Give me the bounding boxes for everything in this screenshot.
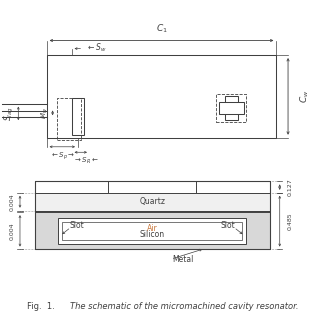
- Bar: [35, 181, 270, 249]
- Bar: [72, 98, 84, 135]
- Text: $C_1$: $C_1$: [156, 22, 167, 35]
- Bar: [57, 98, 81, 140]
- Text: Quartz: Quartz: [139, 197, 166, 206]
- Text: $\leftarrow S_w$: $\leftarrow S_w$: [86, 42, 107, 54]
- Text: 0.004: 0.004: [9, 193, 14, 211]
- Text: Fig.  1.: Fig. 1.: [27, 302, 54, 311]
- Text: $\leftarrow S_p \rightarrow$: $\leftarrow S_p \rightarrow$: [50, 151, 75, 162]
- Bar: [196, 181, 270, 193]
- Text: Metal: Metal: [172, 255, 194, 264]
- Bar: [35, 193, 270, 211]
- Text: $S_{lag}$: $S_{lag}$: [2, 106, 16, 121]
- Text: 0.127: 0.127: [287, 178, 292, 196]
- Bar: [35, 181, 108, 193]
- Bar: [216, 94, 246, 122]
- Text: $M_w$: $M_w$: [40, 107, 50, 119]
- Bar: [35, 212, 270, 249]
- Text: $C_w$: $C_w$: [298, 90, 311, 103]
- Text: 0.485: 0.485: [287, 212, 292, 230]
- Text: Air: Air: [147, 225, 158, 233]
- Bar: [47, 55, 276, 138]
- Bar: [219, 102, 244, 114]
- Text: Silicon: Silicon: [140, 230, 165, 238]
- Bar: [225, 96, 238, 120]
- Text: 0.004: 0.004: [9, 222, 14, 240]
- Bar: [58, 218, 246, 244]
- Text: $\rightarrow S_R \leftarrow$: $\rightarrow S_R \leftarrow$: [73, 156, 99, 166]
- Text: Slot: Slot: [69, 221, 84, 230]
- Bar: [62, 222, 242, 240]
- Text: Slot: Slot: [221, 221, 235, 230]
- Text: The schematic of the micromachined cavity resonator.: The schematic of the micromachined cavit…: [70, 302, 298, 311]
